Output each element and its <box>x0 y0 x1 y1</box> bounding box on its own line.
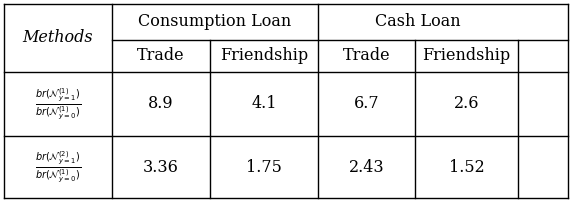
Text: 6.7: 6.7 <box>353 96 379 113</box>
Text: Methods: Methods <box>23 29 93 46</box>
Text: Consumption Loan: Consumption Loan <box>138 14 292 31</box>
Text: Trade: Trade <box>137 47 185 64</box>
Text: Friendship: Friendship <box>220 47 308 64</box>
Text: 2.6: 2.6 <box>454 96 479 113</box>
Text: Friendship: Friendship <box>423 47 511 64</box>
Text: 1.75: 1.75 <box>246 159 282 176</box>
Text: 2.43: 2.43 <box>349 159 384 176</box>
Text: $\frac{br(\mathcal{N}_{y=1}^{(1)})}{br(\mathcal{N}_{y=0}^{(1)})}$: $\frac{br(\mathcal{N}_{y=1}^{(1)})}{br(\… <box>35 86 81 122</box>
Text: 3.36: 3.36 <box>143 159 179 176</box>
Text: 4.1: 4.1 <box>251 96 277 113</box>
Text: Trade: Trade <box>343 47 390 64</box>
Text: 8.9: 8.9 <box>148 96 174 113</box>
Text: $\frac{br(\mathcal{N}_{y=1}^{(2)})}{br(\mathcal{N}_{y=0}^{(1)})}$: $\frac{br(\mathcal{N}_{y=1}^{(2)})}{br(\… <box>35 149 81 185</box>
Text: Cash Loan: Cash Loan <box>375 14 461 31</box>
Text: 1.52: 1.52 <box>448 159 484 176</box>
